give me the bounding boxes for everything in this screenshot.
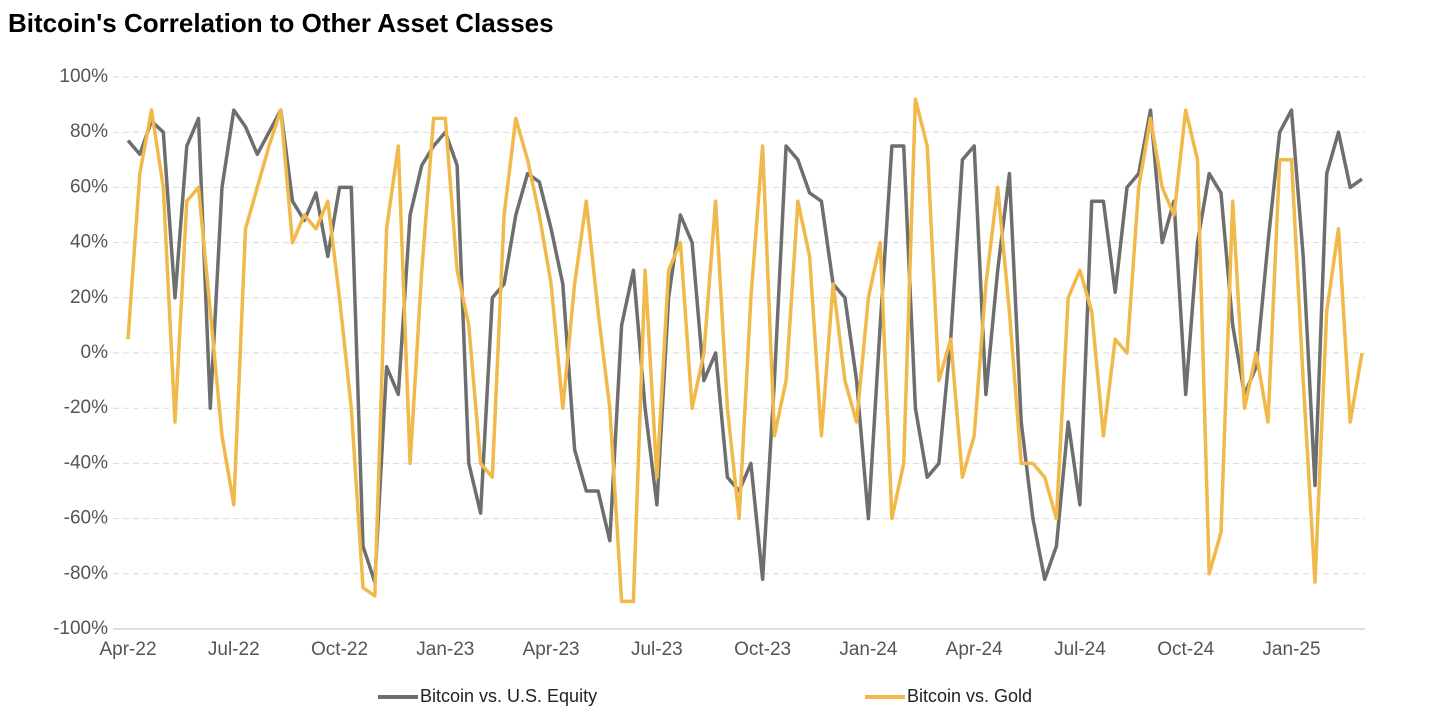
x-tick-label: Jan-25 <box>1262 639 1320 660</box>
y-tick-label: -60% <box>64 508 108 529</box>
x-tick-label: Oct-24 <box>1157 639 1214 660</box>
y-tick-label: 20% <box>70 287 108 308</box>
legend-label: Bitcoin vs. Gold <box>907 686 1032 706</box>
x-tick-label: Apr-22 <box>99 639 156 660</box>
y-tick-label: 60% <box>70 176 108 197</box>
legend-label: Bitcoin vs. U.S. Equity <box>420 686 597 706</box>
y-tick-label: -100% <box>53 618 108 639</box>
x-tick-label: Jan-23 <box>416 639 474 660</box>
x-tick-label: Oct-23 <box>734 639 791 660</box>
x-tick-label: Jul-22 <box>208 639 260 660</box>
x-tick-label: Oct-22 <box>311 639 368 660</box>
data-line <box>126 97 1364 604</box>
y-tick-label: -20% <box>64 397 108 418</box>
x-tick-label: Apr-24 <box>946 639 1003 660</box>
x-tick-label: Jul-24 <box>1054 639 1106 660</box>
chart-title: Bitcoin's Correlation to Other Asset Cla… <box>8 8 554 38</box>
y-tick-label: -80% <box>64 563 108 584</box>
y-tick-label: 100% <box>59 66 108 87</box>
x-tick-label: Jul-23 <box>631 639 683 660</box>
y-tick-label: 80% <box>70 121 108 142</box>
x-tick-label: Jan-24 <box>839 639 898 660</box>
data-line <box>126 108 1364 584</box>
y-tick-label: 0% <box>81 342 109 363</box>
y-tick-label: -40% <box>64 452 108 473</box>
y-tick-label: 40% <box>70 232 108 253</box>
x-tick-label: Apr-23 <box>523 639 580 660</box>
